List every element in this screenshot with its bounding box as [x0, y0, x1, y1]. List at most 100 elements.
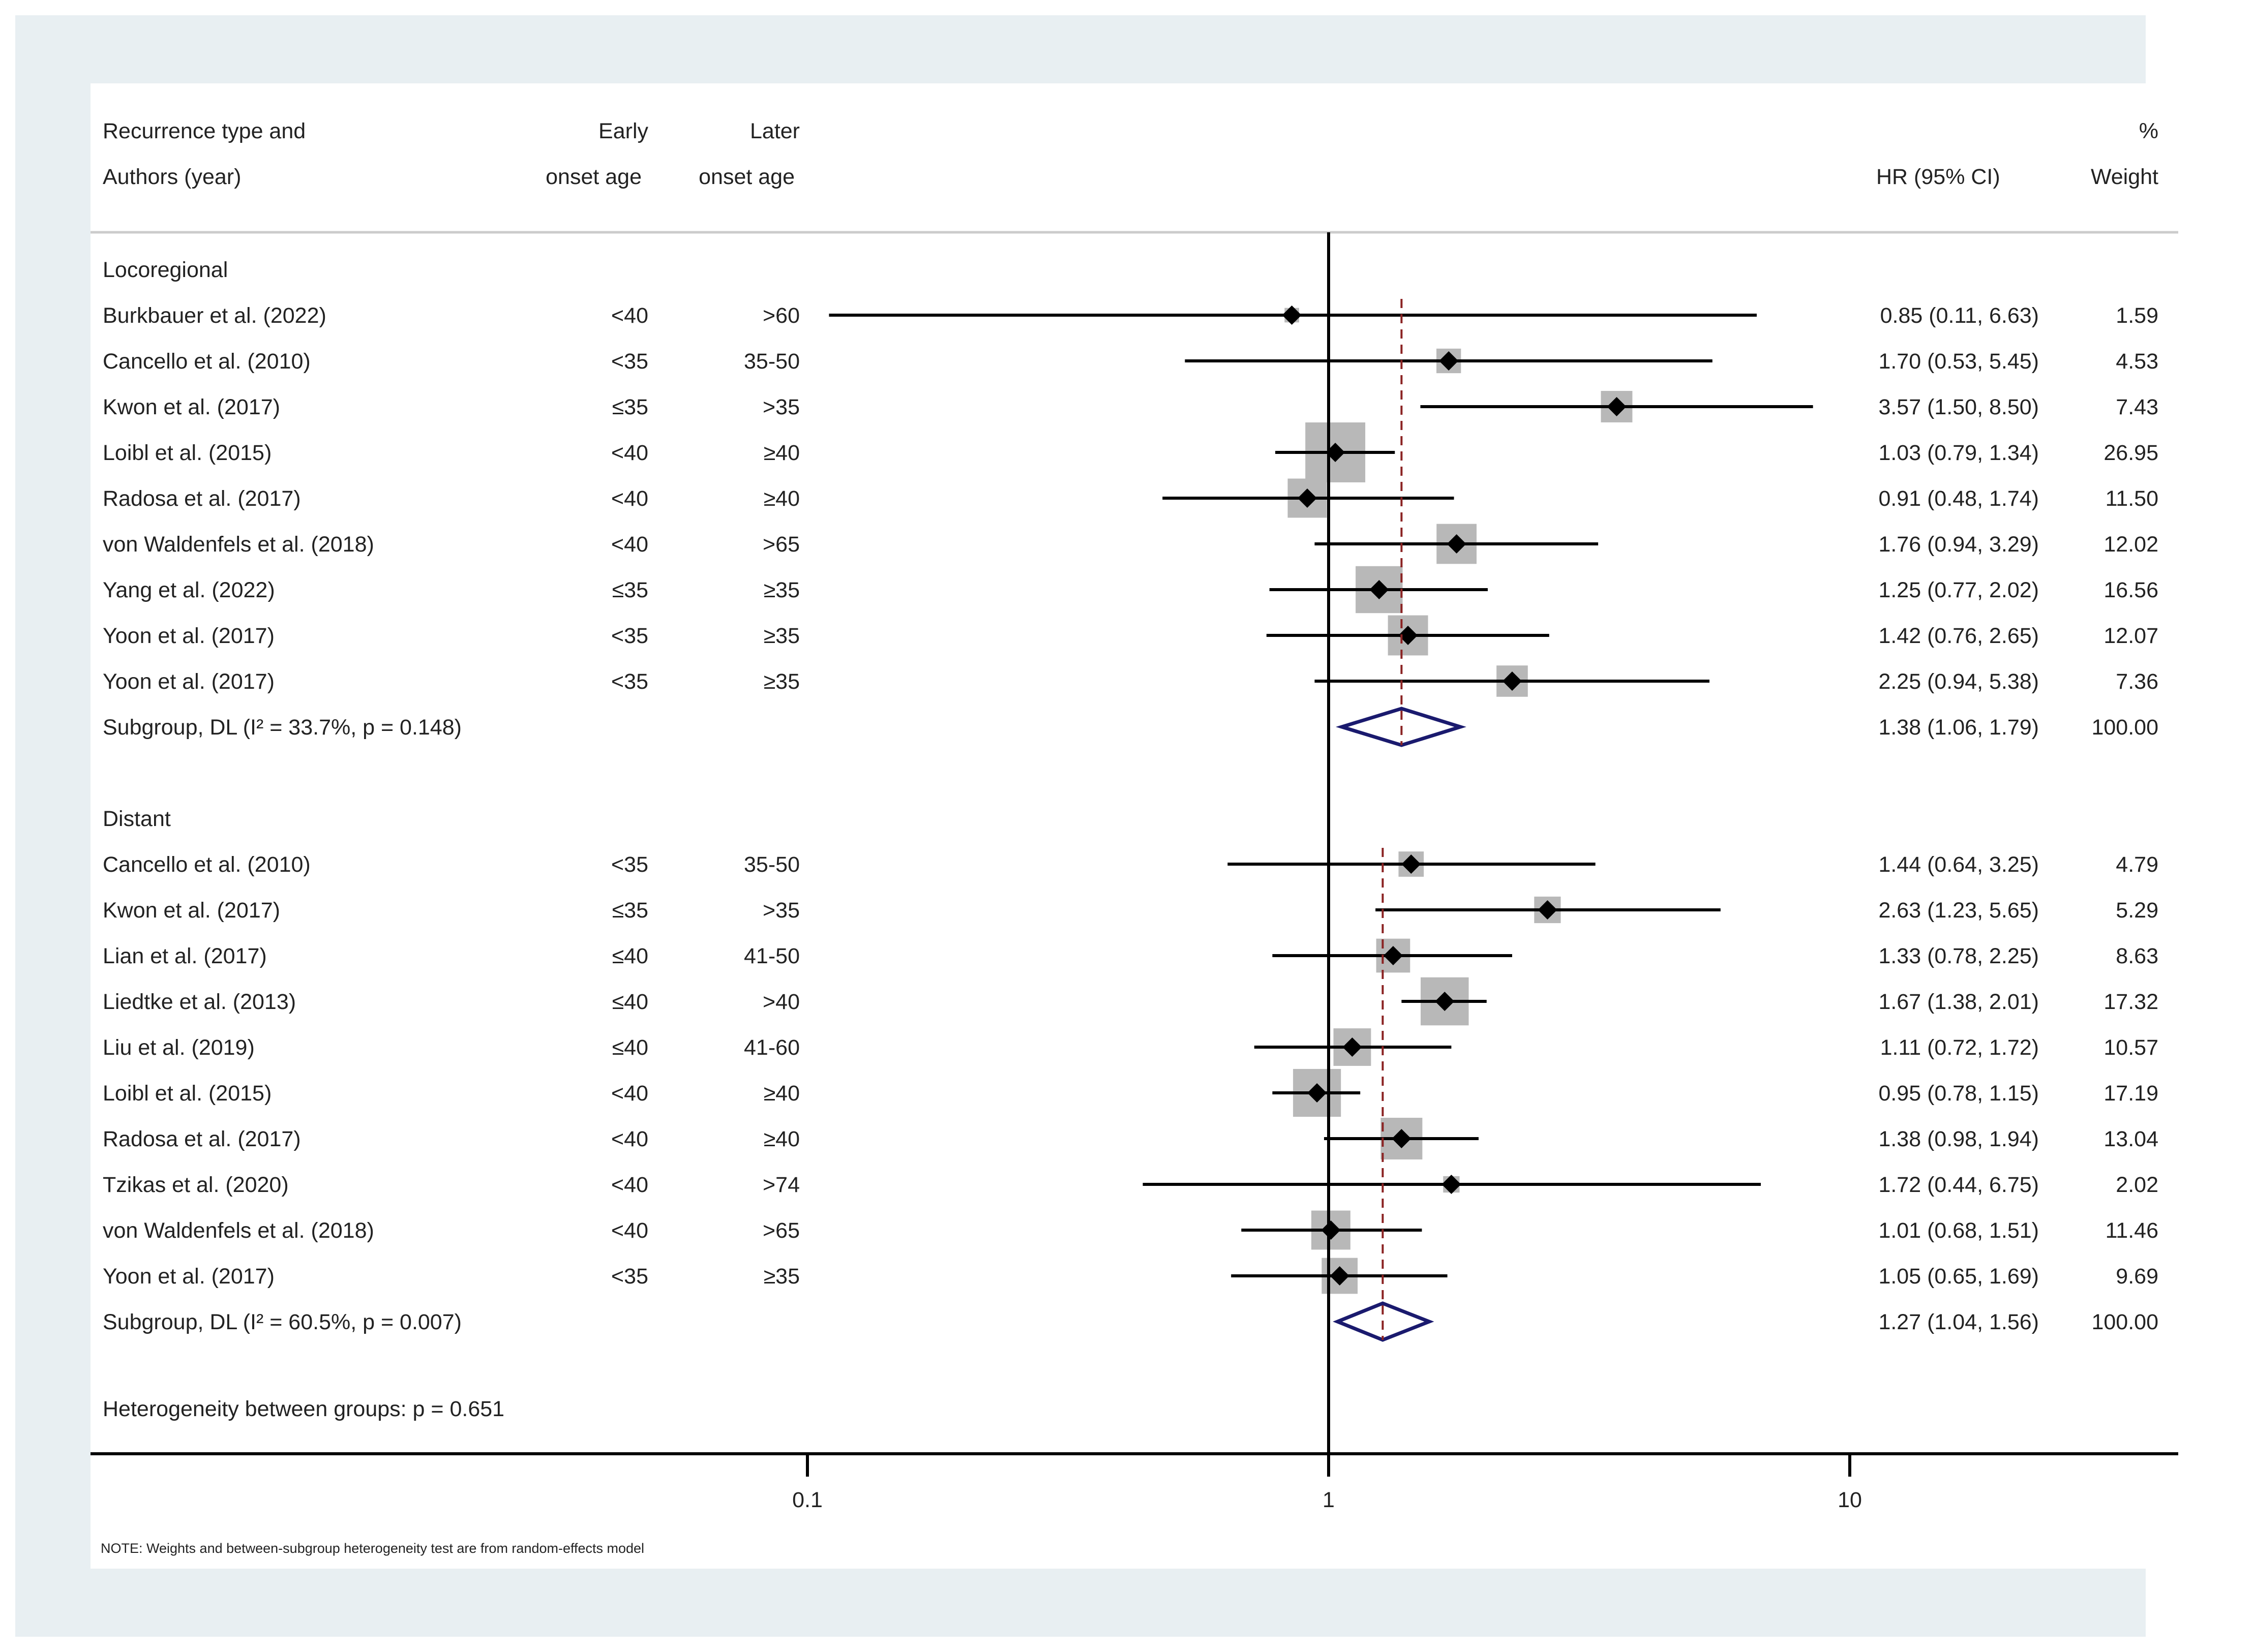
point-estimate	[1342, 1037, 1362, 1057]
footnote: NOTE: Weights and between-subgroup heter…	[101, 1541, 644, 1556]
hr-ci-text: 3.57 (1.50, 8.50)	[1878, 395, 2039, 419]
early-onset-age: <35	[611, 852, 648, 877]
point-estimate	[1447, 534, 1466, 554]
later-onset-age: >35	[763, 898, 800, 923]
early-onset-age: <35	[611, 624, 648, 648]
later-onset-age: ≥35	[764, 578, 800, 602]
header-later-line2: onset age	[699, 165, 795, 189]
header-early-line2: onset age	[546, 165, 642, 189]
subgroup-label: Subgroup, DL (I² = 60.5%, p = 0.007)	[103, 1310, 462, 1334]
weight-text: 26.95	[2103, 441, 2158, 465]
later-onset-age: ≥35	[764, 624, 800, 648]
subgroup-hr-text: 1.27 (1.04, 1.56)	[1878, 1310, 2039, 1334]
study-name: Burkbauer et al. (2022)	[103, 303, 326, 328]
hr-ci-text: 1.44 (0.64, 3.25)	[1878, 852, 2039, 877]
subgroup-weight-text: 100.00	[2091, 1310, 2158, 1334]
point-estimate	[1307, 1083, 1327, 1103]
later-onset-age: ≥35	[764, 669, 800, 694]
study-name: Liu et al. (2019)	[103, 1035, 255, 1060]
study-name: Cancello et al. (2010)	[103, 852, 311, 877]
point-estimate	[1538, 900, 1557, 920]
weight-text: 11.46	[2106, 1218, 2158, 1243]
header-early-line1: Early	[598, 119, 648, 143]
header-study-line2: Authors (year)	[103, 165, 241, 189]
early-onset-age: <35	[611, 669, 648, 694]
later-onset-age: 35-50	[744, 852, 800, 877]
early-onset-age: <40	[611, 486, 648, 511]
study-name: Lian et al. (2017)	[103, 944, 267, 968]
weight-text: 8.63	[2116, 944, 2158, 968]
point-estimate	[1330, 1266, 1349, 1286]
hr-ci-text: 1.76 (0.94, 3.29)	[1878, 532, 2039, 557]
later-onset-age: >40	[763, 990, 800, 1014]
heterogeneity-text: Heterogeneity between groups: p = 0.651	[103, 1397, 504, 1421]
later-onset-age: ≥40	[764, 486, 800, 511]
point-estimate	[1502, 671, 1522, 691]
point-estimate	[1298, 488, 1317, 508]
early-onset-age: <40	[611, 532, 648, 557]
point-estimate	[1321, 1220, 1341, 1240]
hr-ci-text: 1.11 (0.72, 1.72)	[1880, 1035, 2039, 1060]
later-onset-age: ≥40	[764, 441, 800, 465]
hr-ci-text: 1.33 (0.78, 2.25)	[1878, 944, 2039, 968]
weight-text: 12.07	[2103, 624, 2158, 648]
hr-ci-text: 0.91 (0.48, 1.74)	[1878, 486, 2039, 511]
early-onset-age: <40	[611, 1081, 648, 1106]
early-onset-age: <40	[611, 1218, 648, 1243]
point-estimate	[1392, 1129, 1411, 1148]
study-name: Radosa et al. (2017)	[103, 486, 301, 511]
point-estimate	[1398, 626, 1418, 645]
subgroup-label: Subgroup, DL (I² = 33.7%, p = 0.148)	[103, 715, 462, 740]
later-onset-age: >35	[763, 395, 800, 419]
weight-text: 13.04	[2103, 1127, 2158, 1151]
weight-text: 7.43	[2116, 395, 2158, 419]
early-onset-age: ≤40	[612, 1035, 648, 1060]
study-name: von Waldenfels et al. (2018)	[103, 532, 374, 557]
later-onset-age: ≥35	[764, 1264, 800, 1289]
later-onset-age: >60	[763, 303, 800, 328]
rows-layer: Locoregional Burkbauer et al. (2022) <40 >6…	[103, 232, 2158, 1454]
later-onset-age: 35-50	[744, 349, 800, 374]
subgroup-diamond	[1333, 1301, 1434, 1342]
study-name: Yoon et al. (2017)	[103, 669, 275, 694]
later-onset-age: 41-50	[744, 944, 800, 968]
early-onset-age: ≤35	[612, 578, 648, 602]
hr-ci-text: 1.42 (0.76, 2.65)	[1878, 624, 2039, 648]
hr-ci-text: 1.03 (0.79, 1.34)	[1878, 441, 2039, 465]
early-onset-age: <40	[611, 1127, 648, 1151]
point-estimate	[1435, 992, 1455, 1011]
later-onset-age: >74	[763, 1173, 800, 1197]
weight-text: 2.02	[2116, 1173, 2158, 1197]
point-estimate	[1326, 443, 1345, 462]
point-estimate	[1441, 1175, 1461, 1194]
weight-text: 16.56	[2103, 578, 2158, 602]
study-name: Yoon et al. (2017)	[103, 1264, 275, 1289]
subgroup-hr-text: 1.38 (1.06, 1.79)	[1878, 715, 2039, 740]
early-onset-age: <40	[611, 303, 648, 328]
x-axis-ticks: 0.1 1 10	[792, 1454, 1862, 1512]
weight-text: 9.69	[2116, 1264, 2158, 1289]
x-tick-label: 1	[1323, 1488, 1335, 1512]
early-onset-age: <40	[611, 1173, 648, 1197]
hr-ci-text: 1.67 (1.38, 2.01)	[1878, 990, 2039, 1014]
point-estimate	[1369, 580, 1389, 599]
hr-ci-text: 1.38 (0.98, 1.94)	[1878, 1127, 2039, 1151]
study-name: Radosa et al. (2017)	[103, 1127, 301, 1151]
hr-ci-text: 1.01 (0.68, 1.51)	[1878, 1218, 2039, 1243]
hr-ci-text: 0.95 (0.78, 1.15)	[1878, 1081, 2039, 1106]
hr-ci-text: 1.70 (0.53, 5.45)	[1878, 349, 2039, 374]
study-name: Kwon et al. (2017)	[103, 898, 280, 923]
weight-text: 11.50	[2106, 486, 2158, 511]
hr-ci-text: 2.63 (1.23, 5.65)	[1878, 898, 2039, 923]
header-hr: HR (95% CI)	[1876, 165, 2000, 189]
hr-ci-text: 0.85 (0.11, 6.63)	[1880, 303, 2039, 328]
hr-ci-text: 2.25 (0.94, 5.38)	[1878, 669, 2039, 694]
study-name: Tzikas et al. (2020)	[103, 1173, 289, 1197]
later-onset-age: ≥40	[764, 1127, 800, 1151]
study-name: Yang et al. (2022)	[103, 578, 275, 602]
early-onset-age: <35	[611, 349, 648, 374]
group-label: Locoregional	[103, 258, 228, 282]
study-name: von Waldenfels et al. (2018)	[103, 1218, 374, 1243]
hr-ci-text: 1.72 (0.44, 6.75)	[1878, 1173, 2039, 1197]
